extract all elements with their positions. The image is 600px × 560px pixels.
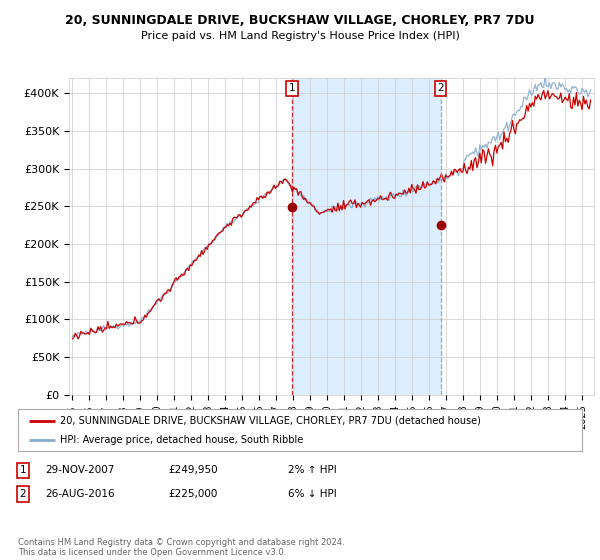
Text: £249,950: £249,950 bbox=[168, 465, 218, 475]
Text: 1: 1 bbox=[19, 465, 26, 475]
Text: 20, SUNNINGDALE DRIVE, BUCKSHAW VILLAGE, CHORLEY, PR7 7DU: 20, SUNNINGDALE DRIVE, BUCKSHAW VILLAGE,… bbox=[65, 14, 535, 27]
Text: 2% ↑ HPI: 2% ↑ HPI bbox=[288, 465, 337, 475]
Text: 2: 2 bbox=[437, 83, 444, 93]
Text: Contains HM Land Registry data © Crown copyright and database right 2024.
This d: Contains HM Land Registry data © Crown c… bbox=[18, 538, 344, 557]
Bar bbox=[292, 78, 440, 395]
Text: 26-AUG-2016: 26-AUG-2016 bbox=[45, 489, 115, 499]
Text: 6% ↓ HPI: 6% ↓ HPI bbox=[288, 489, 337, 499]
Text: HPI: Average price, detached house, South Ribble: HPI: Average price, detached house, Sout… bbox=[60, 435, 304, 445]
Text: Price paid vs. HM Land Registry's House Price Index (HPI): Price paid vs. HM Land Registry's House … bbox=[140, 31, 460, 41]
Text: 20, SUNNINGDALE DRIVE, BUCKSHAW VILLAGE, CHORLEY, PR7 7DU (detached house): 20, SUNNINGDALE DRIVE, BUCKSHAW VILLAGE,… bbox=[60, 416, 481, 426]
Text: 29-NOV-2007: 29-NOV-2007 bbox=[45, 465, 115, 475]
Text: 1: 1 bbox=[289, 83, 295, 93]
Text: 2: 2 bbox=[19, 489, 26, 499]
Text: £225,000: £225,000 bbox=[168, 489, 217, 499]
